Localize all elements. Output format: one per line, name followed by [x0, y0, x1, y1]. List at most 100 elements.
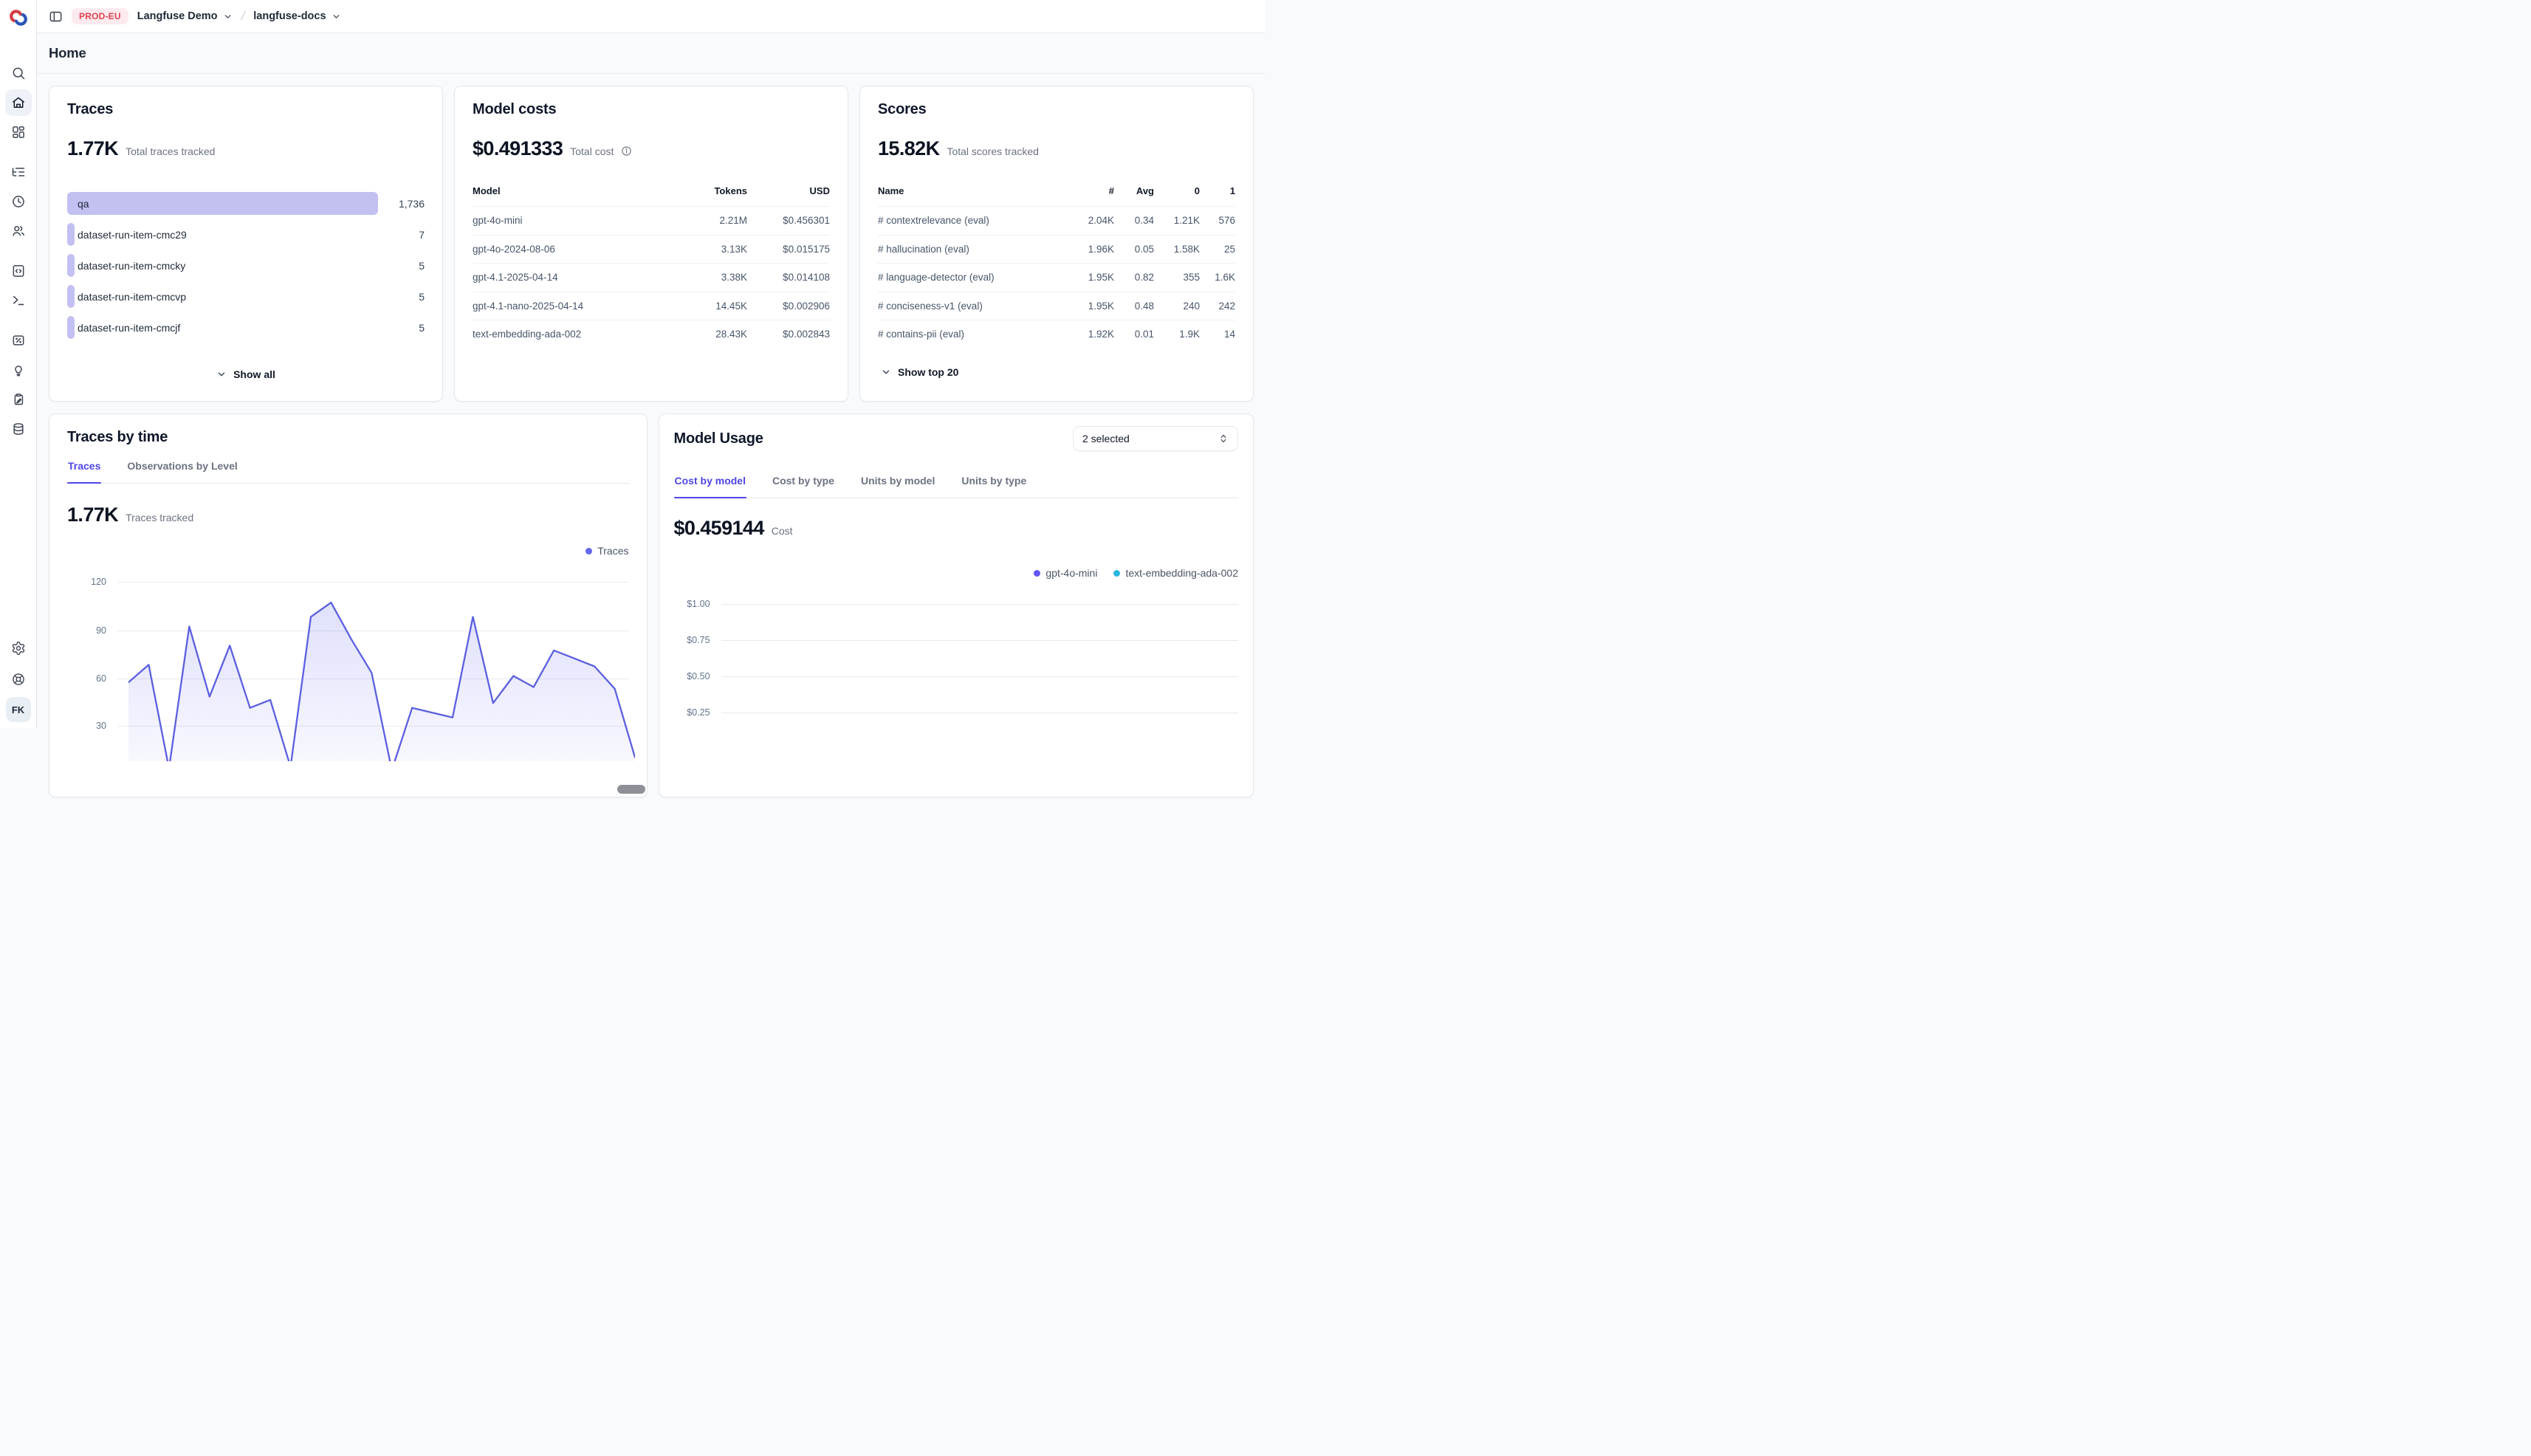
gridline-row: $0.75: [674, 635, 1238, 645]
score-avg: 0.82: [1134, 272, 1154, 284]
column-header: Tokens: [714, 185, 747, 196]
sidebar-item-dashboards[interactable]: [5, 119, 32, 145]
trace-row[interactable]: dataset-run-item-cmcvp 5: [67, 281, 425, 312]
column-header: 0: [1194, 185, 1200, 196]
score-avg: 0.05: [1134, 243, 1154, 255]
sidebar-item-playground[interactable]: [5, 287, 32, 314]
show-top-20-button[interactable]: Show top 20: [879, 362, 1235, 382]
axis-tick-label: $0.75: [687, 635, 710, 645]
show-all-button[interactable]: Show all: [215, 364, 277, 385]
traces-by-time-card: Traces by time Traces Observations by Lev…: [49, 413, 648, 797]
sidebar-item-datasets[interactable]: [5, 416, 32, 442]
sidebar-item-settings[interactable]: [5, 635, 32, 662]
usd-value: $0.015175: [783, 243, 830, 255]
sidebar-item-tracing[interactable]: [5, 159, 32, 185]
trace-row[interactable]: dataset-run-item-cmcky 5: [67, 250, 425, 281]
sidebar-item-prompts[interactable]: [5, 258, 32, 284]
traces-total-label: Total traces tracked: [126, 145, 216, 157]
environment-badge[interactable]: PROD-EU: [72, 8, 128, 24]
table-row: gpt-4.1-nano-2025-04-14 14.45K $0.002906: [473, 291, 830, 320]
traces-card-title: Traces: [67, 101, 114, 117]
sidebar-item-sessions[interactable]: [5, 188, 32, 215]
trace-row[interactable]: qa 1,736: [67, 188, 425, 219]
score-name: # hallucination (eval): [878, 243, 969, 255]
legend-dot-icon: [1034, 569, 1041, 577]
model-usage-tabs: Cost by model Cost by type Units by model U…: [673, 473, 1238, 498]
tab-cost-by-model[interactable]: Cost by model: [673, 473, 747, 498]
score-name: # conciseness-v1 (eval): [878, 300, 983, 312]
sidebar-item-search[interactable]: [5, 60, 32, 86]
model-usage-chart: $1.00 $0.75 $0.50 $0.25: [674, 590, 1238, 786]
column-header: USD: [809, 185, 830, 196]
model-costs-title: Model costs: [473, 101, 557, 117]
table-row: gpt-4o-2024-08-06 3.13K $0.015175: [473, 234, 830, 264]
chevrons-up-down-icon: [1220, 434, 1226, 443]
sidebar-item-users[interactable]: [5, 218, 32, 244]
legend-label: gpt-4o-mini: [1045, 567, 1098, 579]
axis-tick-label: $0.25: [687, 707, 710, 718]
model-usage-title: Model Usage: [673, 430, 763, 447]
score-one: 25: [1223, 243, 1235, 255]
topbar: PROD-EU Langfuse Demo / langfuse-docs: [37, 0, 1266, 33]
tab-units-by-model[interactable]: Units by model: [860, 473, 935, 498]
breadcrumb-separator: /: [239, 9, 247, 23]
model-select-value: 2 selected: [1082, 433, 1130, 444]
scores-card: Scores 15.82K Total scores tracked Name #…: [859, 86, 1254, 402]
usd-value: $0.002843: [783, 329, 830, 340]
chevron-down-icon: [218, 372, 225, 377]
gridline: [117, 581, 629, 583]
model-name: gpt-4.1-nano-2025-04-14: [473, 300, 584, 312]
org-switcher[interactable]: Langfuse Demo: [137, 10, 233, 22]
trace-row[interactable]: dataset-run-item-cmc29 7: [67, 219, 425, 250]
sidebar-item-annotation[interactable]: [5, 386, 32, 413]
score-count: 1.95K: [1088, 272, 1114, 284]
sidebar-toggle-icon[interactable]: [49, 10, 63, 24]
model-costs-total-label: Total cost: [570, 145, 614, 157]
tab-cost-by-type[interactable]: Cost by type: [772, 473, 835, 498]
score-zero: 355: [1183, 272, 1200, 284]
tab-traces[interactable]: Traces: [67, 459, 102, 484]
legend-item[interactable]: text-embedding-ada-002: [1113, 567, 1238, 579]
avatar[interactable]: FK: [5, 697, 31, 722]
cost-label: Cost: [771, 525, 793, 537]
legend-dot-icon: [585, 547, 593, 554]
model-costs-table: Model Tokens USD gpt-4o-mini 2.21M $0.456301 g…: [473, 185, 830, 348]
trace-bar: [67, 316, 75, 339]
tab-units-by-type[interactable]: Units by type: [961, 473, 1027, 498]
app-root: FK PROD-EU Langfuse Demo / langfuse-docs…: [0, 0, 1266, 797]
trace-row[interactable]: dataset-run-item-cmcjf 5: [67, 312, 425, 343]
sidebar-item-evaluation[interactable]: [5, 327, 32, 354]
table-row: # hallucination (eval) 1.96K 0.05 1.58K 25: [878, 234, 1235, 264]
sidebar-item-home[interactable]: [4, 89, 32, 116]
gridline-row: 120: [67, 577, 629, 587]
table-row: # language-detector (eval) 1.95K 0.82 355 1.…: [878, 263, 1235, 292]
trace-count: 1,736: [398, 198, 425, 210]
trace-count: 5: [419, 260, 425, 272]
trace-name: dataset-run-item-cmc29: [78, 229, 187, 241]
org-name: Langfuse Demo: [137, 10, 218, 22]
legend-label: text-embedding-ada-002: [1125, 567, 1238, 579]
gridline: [721, 712, 1238, 713]
sidebar-item-insights[interactable]: [5, 357, 32, 383]
cost-value: $0.459144: [673, 517, 765, 539]
traces-total-value: 1.77K: [67, 137, 119, 159]
sidebar-nav: [4, 60, 32, 442]
traces-tracked-value: 1.77K: [67, 504, 119, 526]
horizontal-scrollbar-thumb[interactable]: [617, 785, 645, 794]
project-switcher[interactable]: langfuse-docs: [253, 10, 340, 22]
legend-item[interactable]: Traces: [585, 545, 629, 557]
legend-dot-icon: [1113, 569, 1121, 577]
tab-observations-by-level[interactable]: Observations by Level: [126, 459, 238, 483]
table-row: gpt-4o-mini 2.21M $0.456301: [473, 206, 830, 235]
model-costs-total-value: $0.491333: [473, 137, 563, 159]
info-icon[interactable]: [621, 145, 632, 160]
legend-item[interactable]: gpt-4o-mini: [1034, 567, 1097, 579]
trace-bar: [67, 254, 75, 277]
scores-title: Scores: [878, 101, 927, 117]
column-header: Model: [473, 185, 501, 196]
langfuse-logo-icon[interactable]: [7, 7, 30, 29]
sidebar-item-support[interactable]: [5, 666, 32, 693]
usd-value: $0.002906: [783, 300, 830, 312]
score-count: 1.92K: [1088, 329, 1114, 340]
model-select-dropdown[interactable]: 2 selected: [1072, 426, 1238, 451]
